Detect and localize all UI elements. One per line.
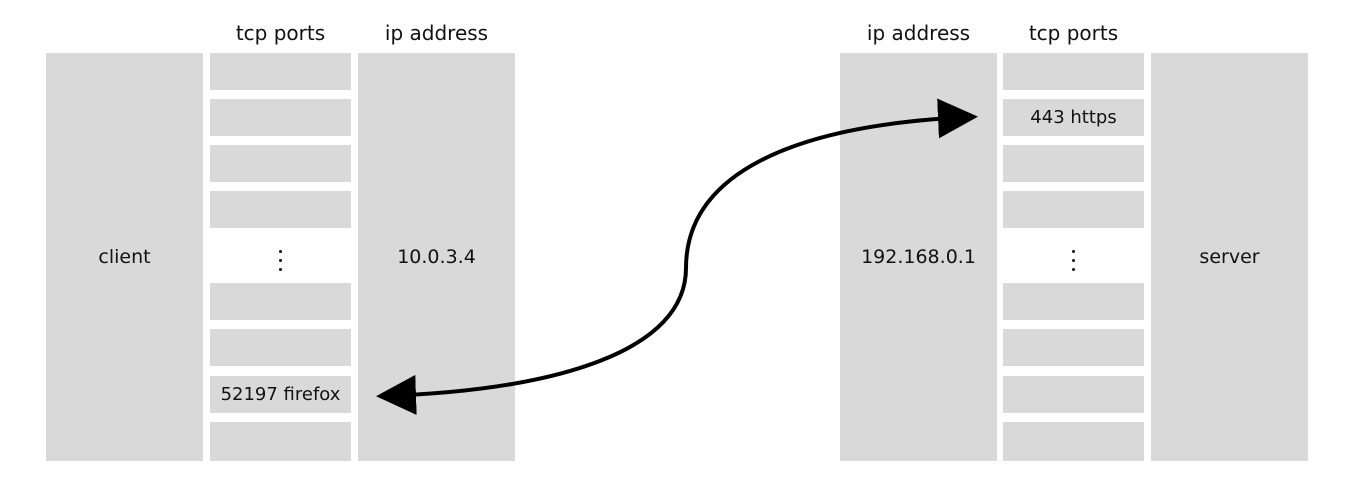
server-port-slot [1003,191,1144,228]
server-host-label: server [1199,246,1260,268]
client-port-slot [210,191,351,228]
server-host-panel: server [1151,53,1308,461]
server-port-slot [1003,376,1144,413]
server-ip-value: 192.168.0.1 [861,246,976,268]
client-ip-header: ip address [384,21,489,45]
server-port-slot [1003,422,1144,461]
server-port-slot [1003,145,1144,182]
client-port-slot [210,145,351,182]
client-port-slot [210,99,351,136]
client-ip-value: 10.0.3.4 [397,246,476,268]
server-ports-column: 443 https [1003,53,1144,461]
vertical-ellipsis-icon [279,249,282,271]
client-port-slot [210,422,351,461]
client-ports-header: tcp ports [235,21,326,45]
server-ip-panel: 192.168.0.1 [840,53,997,461]
server-port-slot [1003,283,1144,320]
client-ports-column: 52197 firefox [210,53,351,461]
client-port-slot [210,329,351,366]
client-port-firefox: 52197 firefox [210,376,351,413]
server-port-https: 443 https [1003,99,1144,136]
client-port-slot [210,53,351,90]
client-host-label: client [98,246,151,268]
vertical-ellipsis-icon [1072,249,1075,271]
client-port-ellipsis [210,237,351,283]
client-host-panel: client [46,53,203,461]
server-ip-header: ip address [866,21,971,45]
server-ports-header: tcp ports [1028,21,1119,45]
server-port-slot [1003,53,1144,90]
client-port-slot [210,283,351,320]
server-port-slot [1003,329,1144,366]
client-ip-panel: 10.0.3.4 [358,53,515,461]
server-port-ellipsis [1003,237,1144,283]
